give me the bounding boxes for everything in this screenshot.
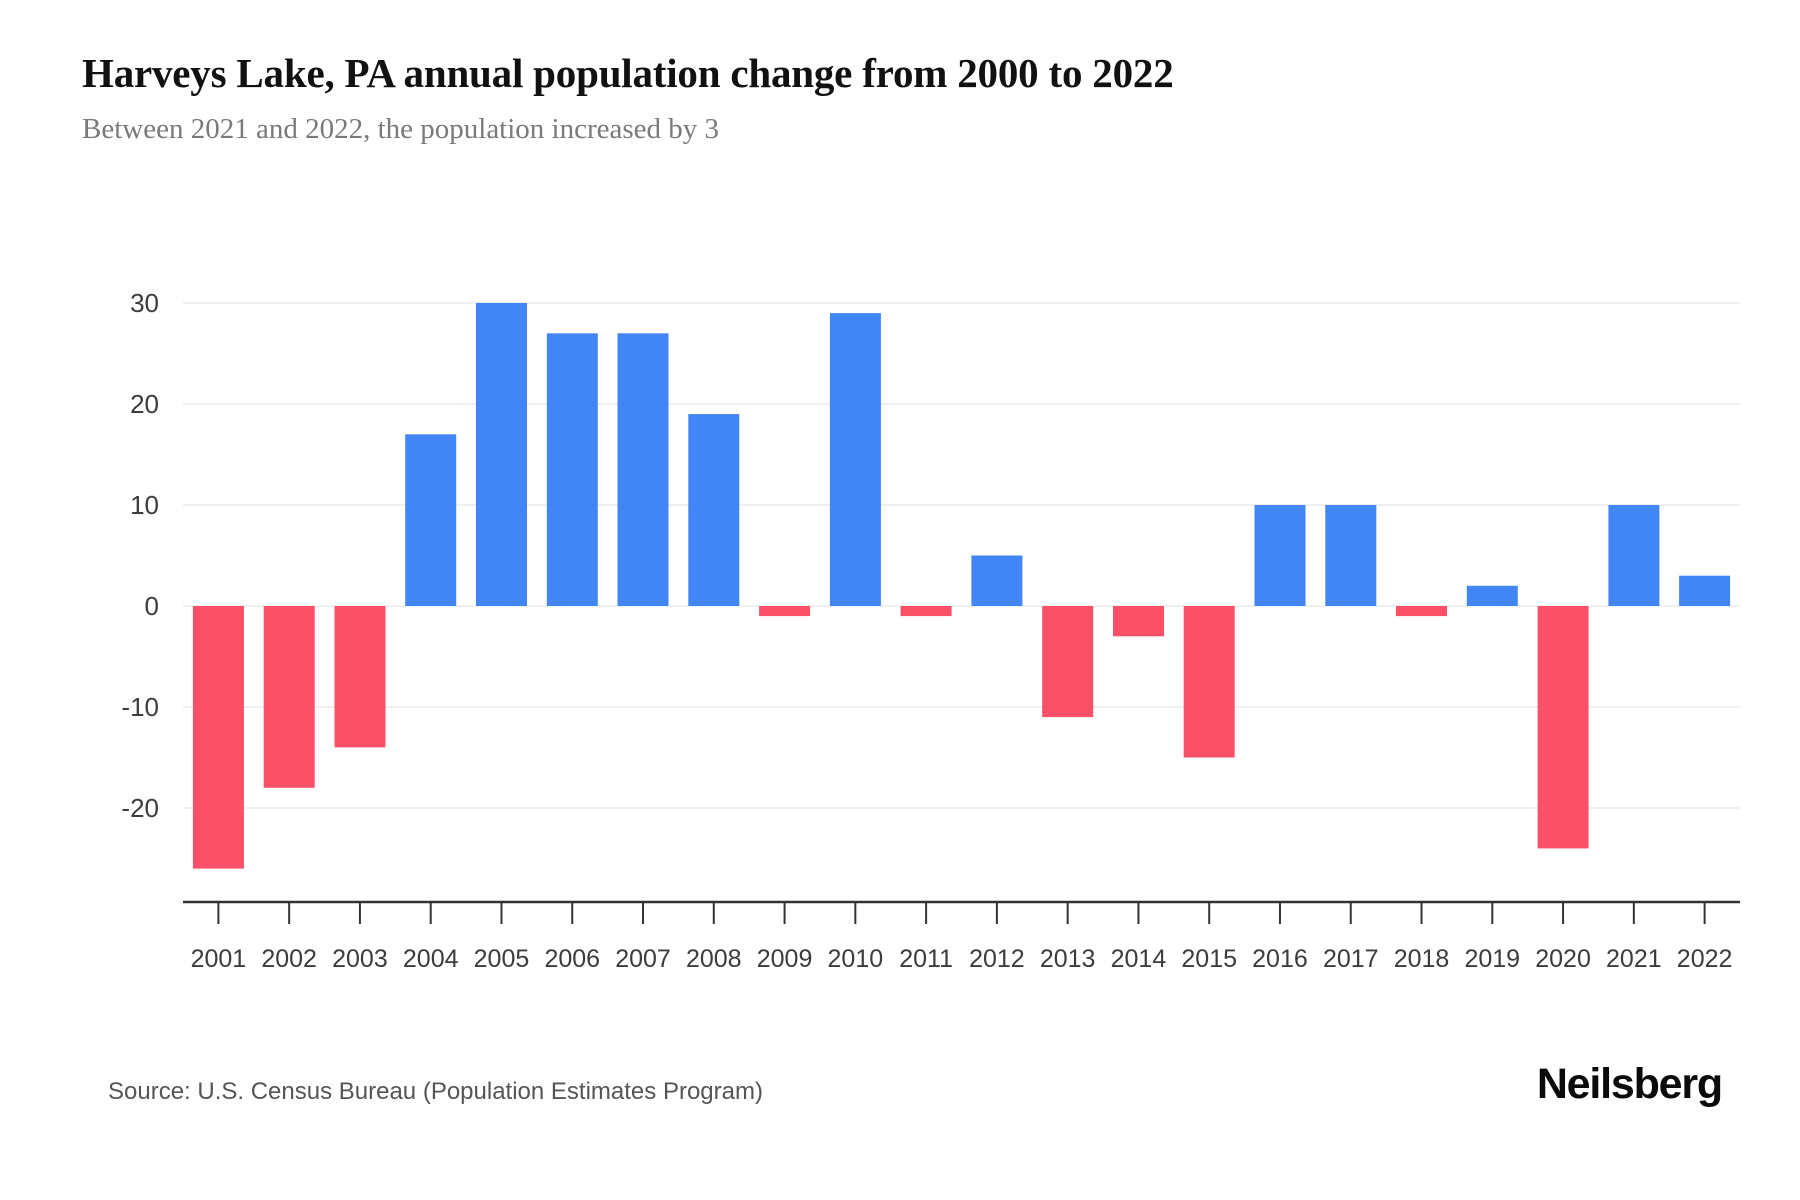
y-axis-tick-label: -20 — [121, 793, 159, 823]
x-axis-tick-label: 2003 — [332, 945, 388, 973]
y-axis-tick-label: 10 — [130, 490, 159, 520]
bar-2006[interactable] — [546, 333, 598, 606]
x-axis-tick-label: 2013 — [1040, 945, 1096, 973]
bar-2012[interactable] — [971, 555, 1023, 607]
bar-2021[interactable] — [1608, 505, 1660, 606]
bar-2002[interactable] — [263, 606, 315, 788]
source-note: Source: U.S. Census Bureau (Population E… — [108, 1078, 763, 1105]
x-axis-tick-label: 2001 — [191, 945, 247, 973]
bar-2007[interactable] — [617, 333, 669, 606]
x-axis-tick-label: 2006 — [544, 945, 600, 973]
x-axis-tick-label: 2017 — [1323, 945, 1379, 973]
x-axis-tick-label: 2007 — [615, 945, 671, 973]
bar-2015[interactable] — [1183, 606, 1235, 758]
bar-2022[interactable] — [1679, 575, 1731, 606]
bar-2017[interactable] — [1325, 505, 1377, 606]
x-axis-tick-label: 2016 — [1252, 945, 1308, 973]
x-axis-group: 2001 2002 2003 2004 2005 2006 2007 2008 2009 2010… — [183, 900, 1740, 973]
bar-2008[interactable] — [688, 414, 740, 606]
x-axis-tick-label: 2012 — [969, 945, 1025, 973]
y-axis-tick-label: 30 — [130, 288, 159, 318]
bar-2010[interactable] — [829, 313, 881, 606]
y-axis-tick-label: -10 — [121, 692, 159, 722]
x-axis-tick-label: 2010 — [828, 945, 884, 973]
bar-2018[interactable] — [1396, 606, 1447, 617]
y-axis-tick-label: 0 — [145, 591, 159, 621]
x-axis-tick-label: 2014 — [1111, 945, 1167, 973]
page-title: Harveys Lake, PA annual population chang… — [82, 50, 1174, 96]
x-axis-tick-label: 2005 — [474, 945, 530, 973]
x-axis-tick-label: 2018 — [1394, 945, 1450, 973]
x-axis-tick-label: 2022 — [1677, 945, 1733, 973]
x-axis-tick-label: 2002 — [261, 945, 317, 973]
x-axis-tick-label: 2019 — [1464, 945, 1520, 973]
x-axis-tick-label: 2008 — [686, 945, 742, 973]
x-axis-tick-label: 2004 — [403, 945, 459, 973]
brand-logo: Neilsberg — [1536, 1060, 1723, 1108]
chart-subtitle: Between 2021 and 2022, the population in… — [82, 113, 720, 146]
bar-2004[interactable] — [405, 434, 457, 606]
bar-2019[interactable] — [1466, 585, 1518, 606]
x-axis-tick-label: 2021 — [1606, 945, 1662, 973]
bar-2003[interactable] — [334, 606, 386, 748]
bar-2020[interactable] — [1537, 606, 1589, 849]
x-axis-tick-label: 2015 — [1181, 945, 1237, 973]
chart-header: Harveys Lake, PA annual population chang… — [82, 50, 1722, 146]
bar-2011[interactable] — [900, 606, 952, 617]
bars-group — [192, 303, 1731, 869]
x-axis-tick-label: 2009 — [757, 945, 813, 973]
bar-2005[interactable] — [476, 303, 527, 606]
bar-2016[interactable] — [1254, 505, 1306, 606]
x-axis-tick-label: 2020 — [1535, 945, 1591, 973]
bar-2009[interactable] — [759, 606, 811, 617]
y-axis-ticks-group: 30 20 10 0 -10 -20 — [121, 288, 159, 823]
bar-2001[interactable] — [192, 606, 244, 869]
x-axis-tick-label: 2011 — [899, 945, 953, 973]
bar-2013[interactable] — [1042, 606, 1094, 718]
y-axis-tick-label: 20 — [130, 389, 159, 419]
bar-2014[interactable] — [1113, 606, 1164, 637]
